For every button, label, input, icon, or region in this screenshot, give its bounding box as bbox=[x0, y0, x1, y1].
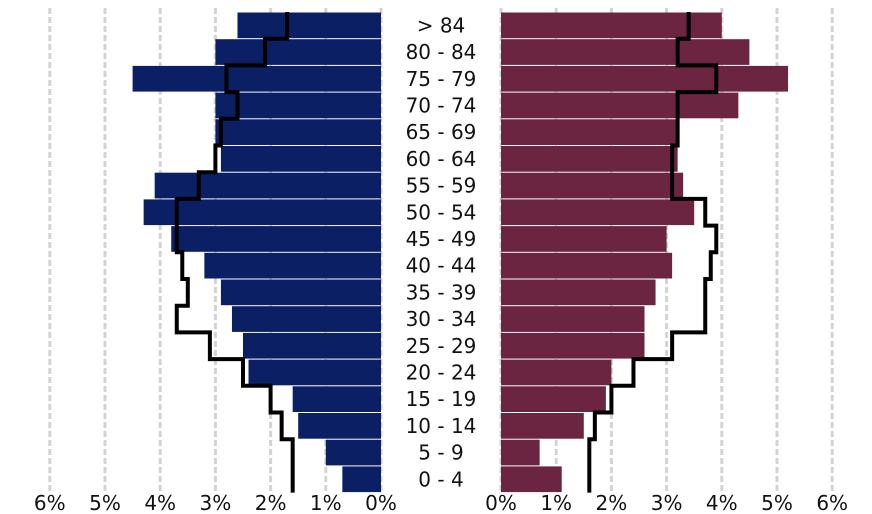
x-tick-labels: 6% 5% 4% 3% 2% 1% 0% 0% 1% 2% 3% 4% 5% 6% bbox=[34, 491, 848, 514]
x-tick-label: 4% bbox=[144, 491, 176, 514]
age-label: 45 - 49 bbox=[406, 227, 477, 251]
bar-right-70-74 bbox=[501, 92, 739, 119]
bar-left-10-14 bbox=[298, 413, 381, 439]
age-label: 30 - 34 bbox=[406, 307, 477, 331]
x-tick-label: 3% bbox=[200, 491, 232, 514]
bar-right-40-44 bbox=[501, 252, 673, 279]
outlines bbox=[174, 12, 719, 493]
bar-right-5-9 bbox=[501, 439, 540, 466]
bar-left-60-64 bbox=[220, 146, 381, 172]
x-tick-label: 1% bbox=[540, 491, 572, 514]
age-label: 50 - 54 bbox=[406, 200, 477, 224]
age-label: 20 - 24 bbox=[406, 360, 477, 384]
age-label: 0 - 4 bbox=[418, 467, 463, 491]
x-tick-label: 4% bbox=[706, 491, 738, 514]
age-label: > 84 bbox=[417, 13, 466, 37]
bar-right-65-69 bbox=[501, 119, 678, 145]
age-label: 75 - 79 bbox=[406, 67, 477, 91]
bar-left-20-24 bbox=[248, 359, 381, 386]
bar-left-50-54 bbox=[143, 199, 381, 226]
x-tick-label: 6% bbox=[34, 491, 66, 514]
bar-right-35-39 bbox=[501, 279, 656, 306]
bar-left-40-44 bbox=[204, 252, 381, 279]
age-label: 55 - 59 bbox=[406, 174, 477, 198]
bar-left-45-49 bbox=[171, 226, 381, 252]
x-tick-label: 0% bbox=[485, 491, 517, 514]
bar-right-15-19 bbox=[501, 386, 606, 412]
bars bbox=[132, 12, 789, 493]
age-label: 60 - 64 bbox=[406, 147, 477, 171]
bar-left-25-29 bbox=[243, 332, 381, 359]
bar-right-80-84 bbox=[501, 39, 750, 65]
x-tick-label: 0% bbox=[365, 491, 397, 514]
bar-right-75-79 bbox=[501, 65, 789, 92]
outline-right bbox=[587, 12, 719, 493]
bar-right-0-4 bbox=[501, 466, 562, 493]
x-tick-label: 1% bbox=[310, 491, 342, 514]
x-tick-label: 2% bbox=[255, 491, 287, 514]
bar-right-55-59 bbox=[501, 172, 684, 199]
bar-left-15-19 bbox=[292, 386, 381, 412]
bar-left-30-34 bbox=[231, 306, 381, 332]
x-tick-label: 3% bbox=[651, 491, 683, 514]
age-label: 70 - 74 bbox=[406, 93, 477, 117]
bar-right-30-34 bbox=[501, 306, 645, 332]
bar-left-55-59 bbox=[154, 172, 381, 199]
bar-left-0-4 bbox=[342, 466, 381, 493]
age-label: 80 - 84 bbox=[406, 40, 477, 64]
x-tick-label: 2% bbox=[596, 491, 628, 514]
x-tick-label: 5% bbox=[761, 491, 793, 514]
x-tick-label: 5% bbox=[89, 491, 121, 514]
bar-right-25-29 bbox=[501, 332, 645, 359]
age-label: 25 - 29 bbox=[406, 334, 477, 358]
x-tick-label: 6% bbox=[816, 491, 848, 514]
bar-right-60-64 bbox=[501, 146, 678, 172]
bar-right-10-14 bbox=[501, 413, 584, 439]
bar-left-75-79 bbox=[132, 65, 381, 92]
bar-left-70-74 bbox=[215, 92, 381, 119]
bar-right-45-49 bbox=[501, 226, 667, 252]
age-label: 65 - 69 bbox=[406, 120, 477, 144]
bar-left--84 bbox=[237, 12, 381, 39]
bar-right-20-24 bbox=[501, 359, 612, 386]
age-label: 40 - 44 bbox=[406, 254, 477, 278]
age-label: 5 - 9 bbox=[418, 441, 463, 465]
outline-left bbox=[174, 12, 295, 493]
bar-left-65-69 bbox=[215, 119, 381, 145]
age-label: 15 - 19 bbox=[406, 387, 477, 411]
bar-right--84 bbox=[501, 12, 722, 39]
bar-left-5-9 bbox=[325, 439, 381, 466]
bar-left-35-39 bbox=[220, 279, 381, 306]
bar-left-80-84 bbox=[215, 39, 381, 65]
age-label: 10 - 14 bbox=[406, 414, 477, 438]
bar-right-50-54 bbox=[501, 199, 695, 226]
age-label: 35 - 39 bbox=[406, 280, 477, 304]
